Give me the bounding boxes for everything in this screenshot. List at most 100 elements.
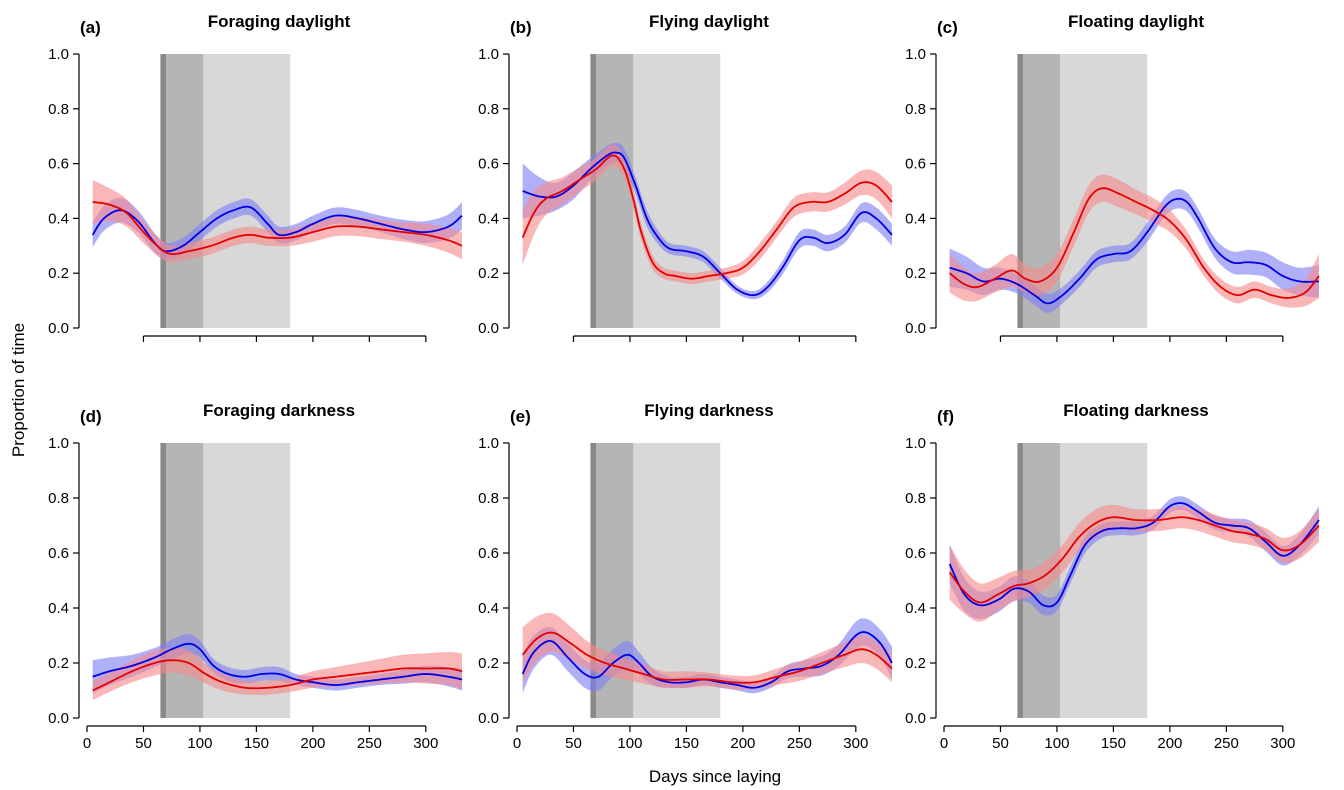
- x-tick-label: 50: [565, 735, 582, 752]
- y-tick-label: 0.0: [905, 320, 926, 337]
- x-tick-label: 150: [674, 735, 699, 752]
- shaded-period-mid: [596, 54, 634, 328]
- panel-e: 0.0 0.2 0.4 0.6 0.8 1.0 0 50 100 150 200 250 300 (e) F…: [478, 401, 893, 752]
- x-tick-label: 200: [300, 735, 325, 752]
- x-tick-label: 0: [83, 735, 91, 752]
- panel-title: Foraging daylight: [208, 12, 351, 31]
- series-line-red: [949, 187, 1320, 299]
- y-tick-label: 0.4: [48, 210, 69, 227]
- panel-letter: (e): [510, 407, 531, 426]
- y-tick-label: 0.2: [478, 265, 499, 282]
- y-tick-label: 1.0: [48, 435, 69, 452]
- panel-b: 0.0 0.2 0.4 0.6 0.8 1.0 (b) Flying daylight: [478, 12, 893, 342]
- y-tick-label: 0.2: [48, 655, 69, 672]
- panel-letter: (b): [510, 18, 532, 37]
- y-tick-label: 0.4: [48, 600, 69, 617]
- y-tick-label: 0.2: [905, 655, 926, 672]
- y-tick-label: 0.6: [905, 545, 926, 562]
- x-tick-label: 50: [992, 735, 1009, 752]
- x-tick-label: 0: [940, 735, 948, 752]
- panel-letter: (a): [80, 18, 101, 37]
- series-line-red: [92, 659, 463, 692]
- x-tick-label: 0: [513, 735, 521, 752]
- x-tick-label: 150: [244, 735, 269, 752]
- panel-d: 0.0 0.2 0.4 0.6 0.8 1.0 0 50 100 150 200 250 300 (d) F…: [48, 401, 463, 752]
- y-tick-label: 0.6: [48, 156, 69, 173]
- y-tick-label: 1.0: [478, 46, 499, 63]
- x-tick-label: 200: [1157, 735, 1182, 752]
- y-tick-label: 0.0: [48, 710, 69, 727]
- panel-title: Flying darkness: [644, 401, 773, 420]
- confidence-band-blue: [949, 189, 1319, 313]
- y-tick-label: 0.0: [478, 710, 499, 727]
- shaded-period-light: [1060, 443, 1148, 718]
- y-tick-label: 0.6: [478, 545, 499, 562]
- y-tick-label: 0.6: [478, 156, 499, 173]
- panel-title: Foraging darkness: [203, 401, 355, 420]
- x-tick-label: 300: [843, 735, 868, 752]
- y-tick-label: 0.2: [478, 655, 499, 672]
- panel-c: 0.0 0.2 0.4 0.6 0.8 1.0 (c) Floating daylight: [905, 12, 1320, 342]
- y-tick-label: 0.0: [905, 710, 926, 727]
- series-line-red: [521, 154, 893, 280]
- panel-a: 0.0 0.2 0.4 0.6 0.8 1.0 (a) Foraging daylight: [48, 12, 463, 342]
- y-tick-label: 0.8: [478, 101, 499, 118]
- panel-letter: (f): [937, 407, 954, 426]
- shaded-period-dark: [1017, 54, 1024, 328]
- series-line-red: [521, 631, 893, 684]
- panel-letter: (d): [80, 407, 102, 426]
- panel-title: Flying daylight: [649, 12, 769, 31]
- y-tick-label: 0.0: [478, 320, 499, 337]
- y-tick-label: 0.0: [48, 320, 69, 337]
- y-tick-label: 0.8: [48, 101, 69, 118]
- confidence-band-red: [92, 180, 462, 263]
- x-tick-label: 250: [1214, 735, 1239, 752]
- series-line-red: [92, 201, 463, 255]
- shaded-period-dark: [590, 443, 597, 718]
- series-line-blue: [948, 502, 1320, 608]
- panel-title: Floating daylight: [1068, 12, 1204, 31]
- shaded-period-dark: [160, 54, 167, 328]
- shaded-period-dark: [160, 443, 167, 718]
- x-tick-label: 300: [413, 735, 438, 752]
- y-tick-label: 0.8: [905, 101, 926, 118]
- series-line-blue: [949, 197, 1319, 305]
- x-tick-label: 300: [1270, 735, 1295, 752]
- series-line-blue: [522, 151, 893, 297]
- y-tick-label: 0.6: [48, 545, 69, 562]
- y-tick-label: 0.8: [48, 490, 69, 507]
- y-tick-label: 0.4: [478, 600, 499, 617]
- y-tick-label: 1.0: [48, 46, 69, 63]
- series-line-red: [948, 516, 1320, 604]
- y-tick-label: 0.4: [905, 600, 926, 617]
- panel-f: 0.0 0.2 0.4 0.6 0.8 1.0 0 50 100 150 200 250 300 (f) F…: [905, 401, 1320, 752]
- shaded-period-light: [633, 54, 721, 328]
- shaded-period-mid: [166, 54, 204, 328]
- x-tick-label: 100: [187, 735, 212, 752]
- y-tick-label: 0.4: [905, 210, 926, 227]
- shaded-period-dark: [590, 54, 597, 328]
- x-tick-label: 100: [617, 735, 642, 752]
- x-axis-label: Days since laying: [649, 767, 781, 786]
- x-tick-label: 150: [1101, 735, 1126, 752]
- y-tick-label: 0.6: [905, 156, 926, 173]
- y-tick-label: 0.8: [478, 490, 499, 507]
- x-tick-label: 50: [135, 735, 152, 752]
- y-tick-label: 0.4: [478, 210, 499, 227]
- y-tick-label: 1.0: [905, 46, 926, 63]
- panels: 0.0 0.2 0.4 0.6 0.8 1.0 (a) Foraging daylight 0.…: [48, 12, 1320, 752]
- y-tick-label: 1.0: [478, 435, 499, 452]
- shaded-period-light: [203, 54, 291, 328]
- y-tick-label: 1.0: [905, 435, 926, 452]
- y-axis-label: Proportion of time: [9, 323, 28, 457]
- x-tick-label: 200: [730, 735, 755, 752]
- x-tick-label: 100: [1044, 735, 1069, 752]
- x-tick-label: 250: [787, 735, 812, 752]
- x-tick-label: 250: [357, 735, 382, 752]
- series-line-blue: [91, 205, 463, 253]
- panel-letter: (c): [937, 18, 958, 37]
- series-line-blue: [92, 642, 463, 686]
- y-tick-label: 0.2: [905, 265, 926, 282]
- y-tick-label: 0.8: [905, 490, 926, 507]
